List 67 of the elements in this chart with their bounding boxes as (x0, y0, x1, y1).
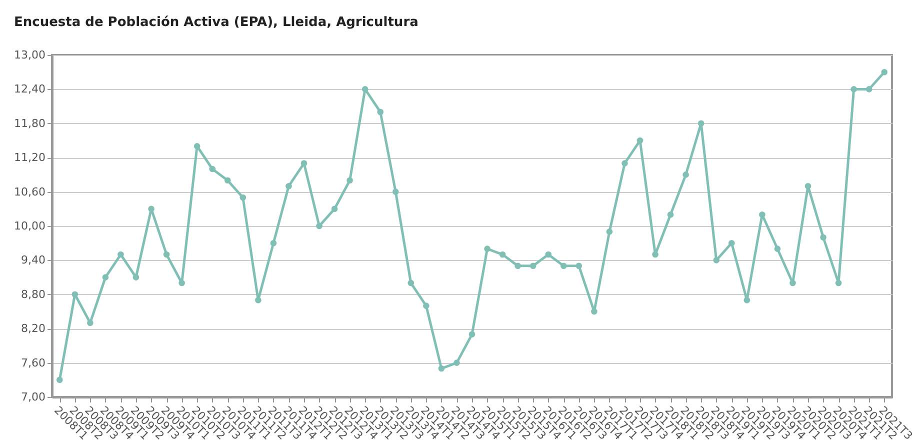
point (87, 320, 94, 326)
point (56, 376, 63, 384)
point (224, 177, 231, 184)
point (652, 251, 658, 258)
y-tick-label: 9,40 (21, 254, 46, 267)
point (850, 86, 857, 92)
point (530, 262, 536, 270)
point (790, 280, 796, 286)
point (163, 251, 170, 258)
point (744, 296, 750, 304)
chart-title: Encuesta de Población Activa (EPA), Lleida, Agricultura (14, 15, 418, 30)
point (209, 166, 216, 172)
point (377, 108, 384, 116)
point (255, 296, 262, 304)
point (636, 137, 644, 144)
point (118, 251, 124, 258)
y-tick-label: 8,80 (21, 288, 46, 301)
point (667, 211, 674, 218)
point (454, 360, 460, 366)
point (346, 177, 353, 184)
y-tick-label: 10,60 (14, 185, 46, 198)
point (468, 331, 476, 338)
point (606, 228, 613, 235)
point (759, 211, 766, 218)
point (774, 246, 781, 252)
point (408, 280, 414, 286)
point (728, 240, 735, 246)
y-tick-label: 11,80 (14, 116, 46, 130)
point (560, 262, 567, 270)
y-tick-label: 7,60 (21, 356, 46, 370)
point (102, 274, 109, 280)
point (835, 280, 842, 286)
point (178, 280, 185, 286)
point (392, 188, 399, 195)
point (866, 86, 872, 92)
point (545, 251, 552, 258)
point (438, 365, 445, 372)
point (713, 257, 720, 264)
point (132, 274, 140, 280)
point (316, 222, 322, 230)
y-tick-label: 13,00 (14, 48, 46, 62)
point (499, 251, 506, 258)
point (591, 308, 598, 315)
point (484, 246, 490, 252)
point (622, 160, 628, 166)
point (362, 86, 368, 92)
point (423, 302, 430, 309)
point (286, 182, 292, 190)
point (270, 240, 277, 246)
y-tick-label: 11,20 (14, 151, 46, 164)
point (804, 182, 812, 190)
point (331, 206, 338, 212)
point (576, 262, 582, 270)
y-tick-label: 12,40 (14, 82, 46, 96)
y-tick-label: 8,20 (21, 322, 46, 336)
point (194, 143, 200, 150)
point (240, 194, 246, 201)
point (881, 68, 888, 76)
point (514, 262, 521, 270)
point (820, 234, 826, 241)
point (682, 172, 689, 178)
y-tick-label: 7,00 (21, 390, 46, 404)
y-tick-label: 10,00 (14, 220, 46, 232)
point (698, 120, 704, 127)
point (72, 291, 78, 298)
point (300, 160, 308, 166)
point (148, 206, 154, 212)
